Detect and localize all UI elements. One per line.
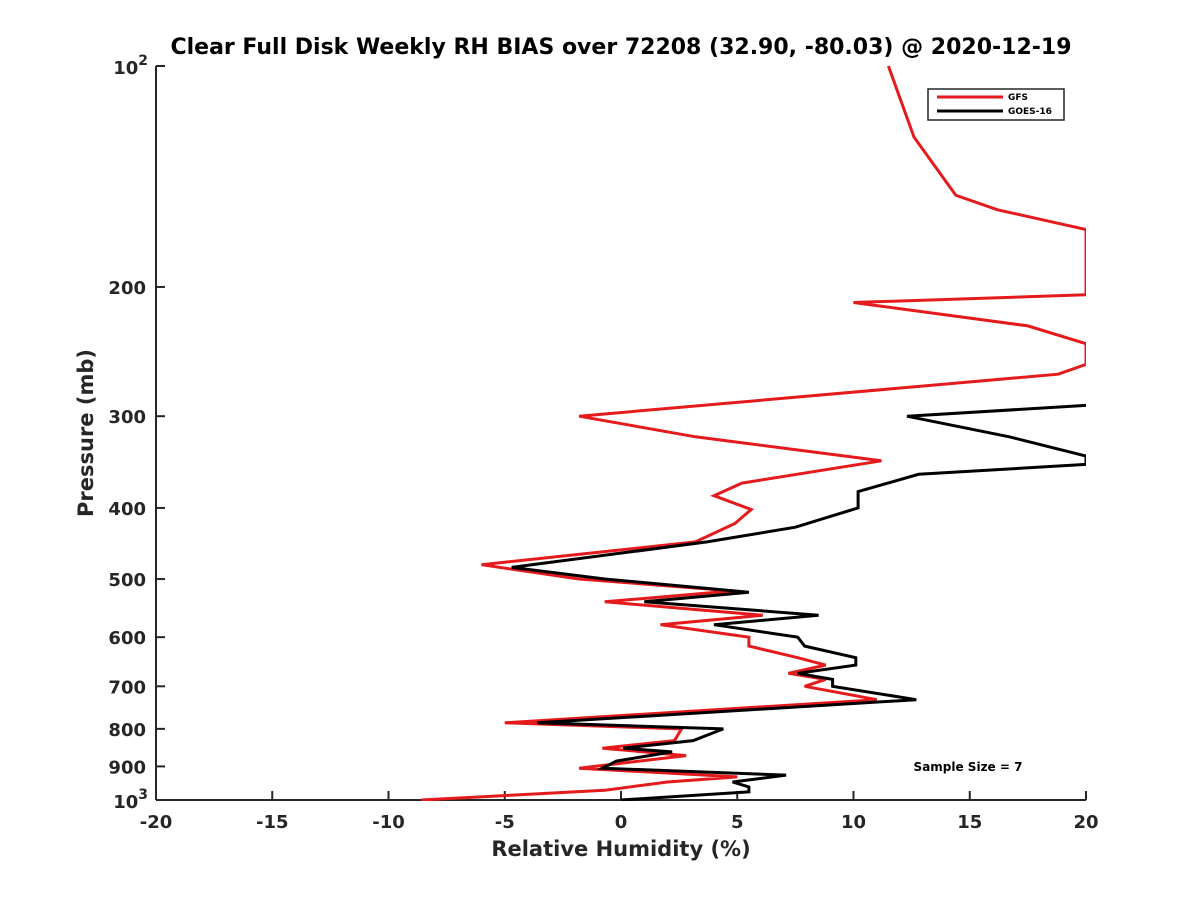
y-tick-label: 900 [108,757,146,778]
chart-title: Clear Full Disk Weekly RH BIAS over 7220… [170,35,1071,60]
series-layer [421,65,1086,801]
y-axis-label: Pressure (mb) [74,349,98,517]
y-tick-label: 800 [108,720,146,741]
x-tick-label: 0 [615,812,628,833]
x-tick-label: 15 [957,812,982,833]
y-tick-label: 300 [108,407,146,428]
legend: GFS GOES-16 [927,88,1065,121]
x-tick-label: -20 [140,812,173,833]
legend-box [927,88,1065,121]
x-tick-label: 10 [841,812,866,833]
legend-label: GOES-16 [1008,107,1052,117]
x-axis-label: Relative Humidity (%) [491,837,750,861]
y-tick-label: 103 [113,787,148,813]
x-tick-label: -5 [495,812,515,833]
y-tick-label: 500 [108,570,146,591]
x-tick-label: 5 [731,812,744,833]
y-tick-label: 200 [108,278,146,299]
x-tick-label: 20 [1073,812,1098,833]
y-tick-label: 400 [108,499,146,520]
series-line-goes-16 [511,403,1086,801]
sample-size-annotation: Sample Size = 7 [914,760,1023,774]
y-tick-label: 600 [108,628,146,649]
y-tick-label: 700 [108,677,146,698]
x-tick-label: -15 [256,812,289,833]
y-tick-label: 102 [113,53,148,79]
x-tick-label: -10 [372,812,405,833]
legend-label: GFS [1008,93,1028,103]
